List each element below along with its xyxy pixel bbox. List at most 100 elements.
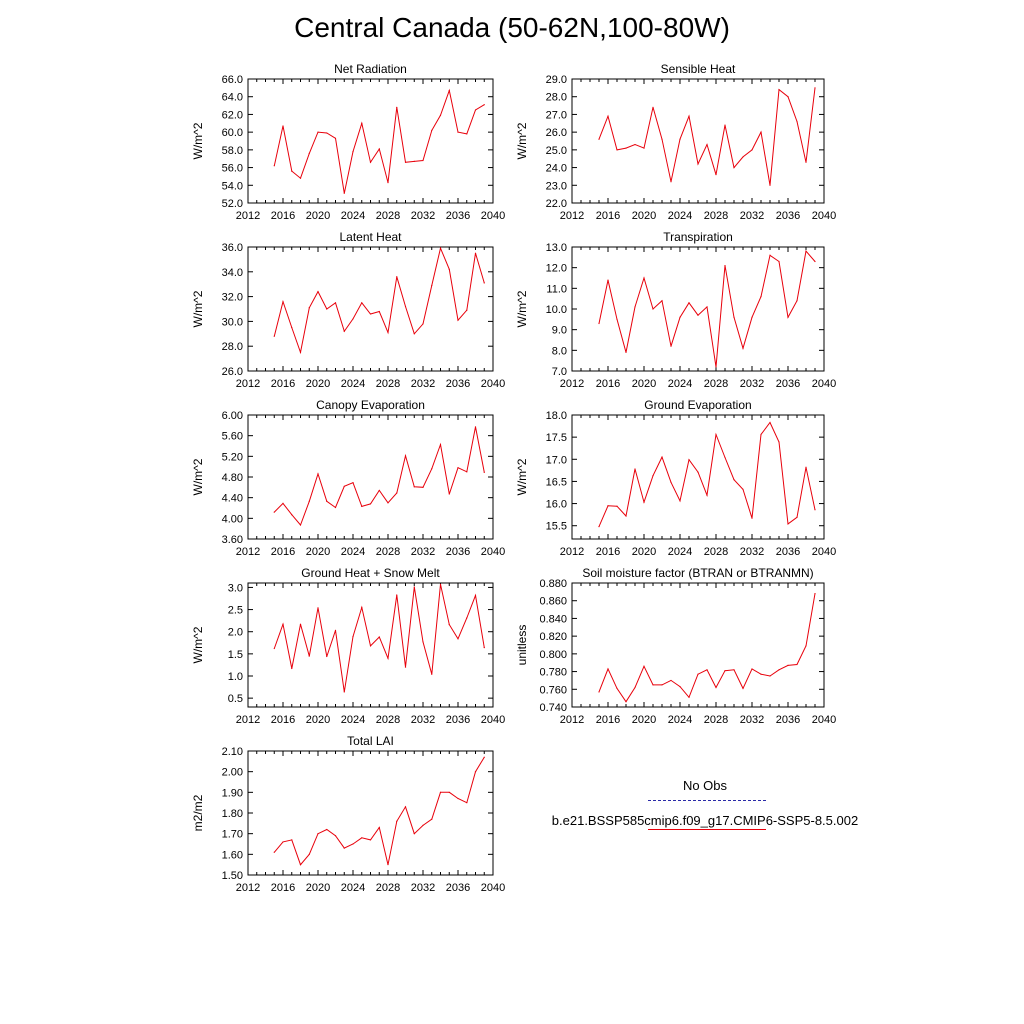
panel-9-xtick-label: 2032 (411, 882, 435, 894)
panel-6-data-point (652, 475, 654, 477)
panel-6-data-point (625, 515, 627, 517)
panel-6-data-point (598, 526, 600, 528)
panel-4-data-point (688, 302, 690, 304)
panel-5-data-point (291, 514, 293, 516)
panel-6-data-point (634, 468, 636, 470)
panel-3-ytick-label: 34.0 (222, 267, 243, 279)
panel-2-xtick-label: 2024 (668, 210, 692, 222)
panel-6-ytick-label: 17.0 (546, 454, 567, 466)
panel-4-data-point (814, 260, 816, 263)
panel-9-frame (247, 750, 494, 876)
panel-2-data-point (778, 89, 780, 91)
panel-9-ytick-label: 1.80 (222, 808, 243, 820)
panel-4-data-point (796, 300, 798, 302)
panel-7-data-point (404, 666, 407, 668)
panel-3-data-point (457, 319, 459, 321)
panel-1-data-point (343, 192, 345, 194)
panel-3-ytick-label: 26.0 (222, 366, 243, 378)
panel-8-data-point (787, 664, 789, 666)
panel-4-ytick-label: 11.0 (546, 283, 567, 295)
panel-2-xtick-label: 2020 (632, 210, 656, 222)
panel-4-data-point (733, 316, 735, 318)
panel-9-xtick-label: 2028 (376, 882, 400, 894)
panel-5-data-point (282, 502, 284, 504)
panel-1-title: Net Radiation (334, 62, 407, 76)
panel-3-xtick-label: 2040 (481, 378, 505, 390)
panel-3-series-line (273, 246, 485, 355)
legend-obs-label: No Obs (682, 778, 728, 793)
panel-7-data-point (291, 667, 293, 670)
panel-2-ytick-label: 28.0 (546, 92, 567, 104)
panel-9-data-point (413, 833, 415, 835)
panel-1-data-point (291, 170, 293, 172)
panel-5-data-point (404, 455, 407, 457)
panel-5-ytick-label: 5.60 (222, 431, 243, 443)
panel-9-data-point (273, 851, 275, 853)
panel-8-data-point (634, 686, 636, 689)
panel-5-data-point (317, 473, 319, 475)
panel-2-data-point (760, 131, 762, 133)
panel-8-data-point (652, 684, 654, 686)
panel-9-ytick-label: 1.60 (222, 849, 243, 861)
panel-3-data-point (273, 335, 275, 337)
panel-5-data-point (334, 506, 337, 509)
panel-5-series-line (273, 426, 485, 526)
panel-4-ytick-label: 9.0 (552, 325, 567, 337)
panel-9-data-point (291, 839, 293, 841)
panel-5-xtick-label: 2040 (481, 546, 505, 558)
panel-2-data-point (706, 143, 708, 146)
panel-7-data-point (457, 638, 459, 640)
panel-4-data-point (706, 306, 708, 308)
panel-6-data-point (715, 433, 717, 436)
panel-5-data-point (326, 500, 328, 502)
panel-8-data-point (679, 686, 681, 688)
panel-7-xtick-label: 2020 (306, 714, 330, 726)
panel-5-xtick-label: 2032 (411, 546, 435, 558)
panel-2-ytick-label: 27.0 (546, 109, 567, 121)
panel-9-title: Total LAI (347, 734, 394, 748)
panel-3-data-point (439, 247, 442, 249)
panel-6-data-point (787, 523, 789, 525)
panel-9-ytick-label: 1.70 (222, 829, 243, 841)
panel-2-ytick-label: 22.0 (546, 198, 567, 210)
legend-obs-line (648, 800, 766, 801)
panel-7-series-line (273, 584, 485, 692)
panel-2-data-point (652, 106, 654, 108)
panel-9-xtick-label: 2012 (236, 882, 260, 894)
panel-5-data-point (343, 485, 345, 487)
panel-6-data-point (688, 459, 690, 461)
panel-7-data-point (369, 645, 372, 647)
panel-1-data-point (483, 104, 485, 106)
panel-6-data-point (706, 494, 708, 496)
panel-1-xtick-label: 2036 (446, 210, 470, 222)
panel-3-xtick-label: 2036 (446, 378, 470, 390)
legend-model-line (648, 829, 766, 830)
panel-2-data-point (796, 120, 798, 123)
panel-6-data-point (760, 433, 762, 436)
panel-8-data-point (697, 673, 699, 675)
panel-6-data-point (643, 501, 645, 503)
panel-2-data-point (625, 147, 627, 149)
panel-9-ylabel: m2/m2 (191, 794, 205, 831)
panel-7-data-point (413, 586, 415, 588)
panel-7-data-point (483, 647, 485, 649)
panel-3-data-point (343, 330, 345, 332)
panel-4-ytick-label: 13.0 (546, 242, 567, 254)
panel-5-data-point (466, 471, 468, 473)
panel-6-data-point (805, 466, 807, 468)
panel-1-ylabel: W/m^2 (191, 122, 205, 159)
panel-8-xtick-label: 2028 (704, 714, 728, 726)
panel-8-data-point (688, 696, 690, 698)
panel-6-series-line (598, 421, 816, 527)
panel-1-data-point (413, 160, 415, 162)
panel-6-data-point (733, 479, 735, 481)
panel-1-frame (247, 78, 494, 204)
panel-9-data-point (369, 839, 372, 841)
panel-1-xtick-label: 2012 (236, 210, 260, 222)
panel-9-data-point (308, 853, 310, 855)
panel-3-data-point (378, 310, 380, 313)
panel-2-ytick-label: 23.0 (546, 180, 567, 192)
panel-5-ytick-label: 5.20 (222, 451, 243, 463)
panel-4-ytick-label: 7.0 (552, 366, 567, 378)
panel-8-xtick-label: 2024 (668, 714, 692, 726)
